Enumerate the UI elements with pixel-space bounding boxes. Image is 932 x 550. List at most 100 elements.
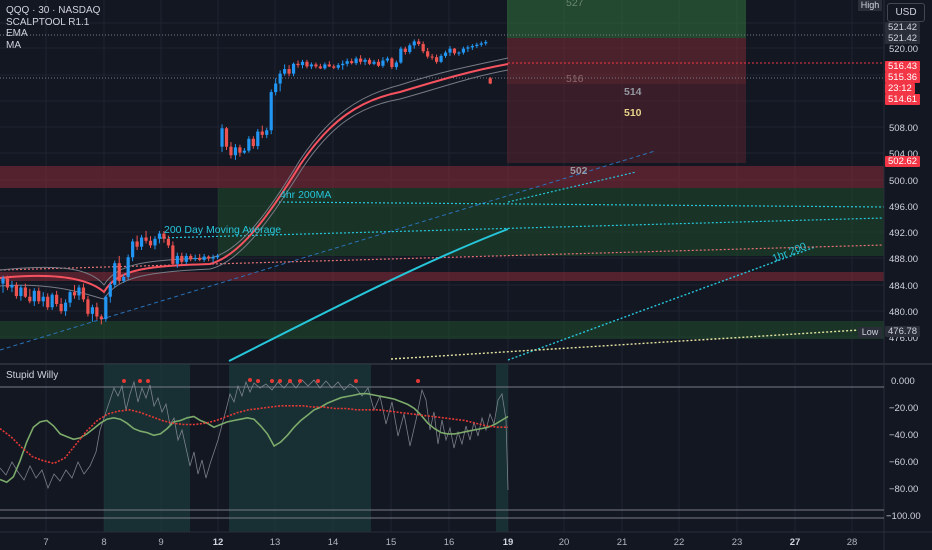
x-tick: 13 <box>270 537 281 548</box>
x-tick: 15 <box>386 537 397 548</box>
y-tick: 480.00 <box>889 307 918 318</box>
y-tick: 508.00 <box>889 123 918 134</box>
candle-body <box>332 66 336 68</box>
osc-signal-red <box>0 405 508 465</box>
symbol-title[interactable]: QQQ · 30 · NASDAQ <box>6 5 101 16</box>
y-tick: 520.00 <box>889 44 918 55</box>
oscillator-title[interactable]: Stupid Willy <box>6 370 59 381</box>
candle-body <box>81 287 86 300</box>
candle-body <box>399 48 403 63</box>
ema-line <box>0 63 509 294</box>
candle-body <box>354 58 358 64</box>
candle-body <box>274 83 278 93</box>
candle-body <box>37 290 41 302</box>
price-tag: 476.78 <box>885 326 921 337</box>
x-tick: 23 <box>732 537 743 548</box>
candle-body <box>166 238 170 246</box>
x-tick: 8 <box>101 537 106 548</box>
price-tag: 516.43 <box>885 61 921 72</box>
indicator-ema[interactable]: EMA <box>6 28 28 39</box>
candle-body <box>452 48 457 54</box>
candle-body <box>336 65 340 68</box>
candle-body <box>269 92 273 131</box>
candle-body <box>131 241 135 258</box>
y-tick: 496.00 <box>889 202 918 213</box>
x-tick: 19 <box>503 537 514 548</box>
candle-body <box>488 78 492 84</box>
candle-body <box>19 287 23 297</box>
candle-body <box>426 51 430 57</box>
candle-body <box>59 303 63 312</box>
candle-body <box>381 60 385 66</box>
x-tick: 21 <box>617 537 628 548</box>
candle-body <box>28 296 32 302</box>
countdown-tag: 23:12 <box>885 83 915 94</box>
candle-body <box>448 48 452 53</box>
candle-body <box>265 130 269 135</box>
candle-body <box>372 61 376 64</box>
trendline-dotted-6 <box>507 171 637 203</box>
candle-body <box>63 302 68 312</box>
candle-body <box>99 316 103 320</box>
currency-button[interactable]: USD <box>887 3 925 22</box>
osc-y-tick: −20.00 <box>889 403 918 414</box>
candle-body <box>104 296 108 320</box>
candle-body <box>117 263 121 281</box>
candle-body <box>403 48 407 52</box>
candle-body <box>376 61 381 66</box>
osc-top-dots <box>122 378 420 383</box>
candle-body <box>215 255 220 258</box>
osc-zone-1 <box>104 364 190 532</box>
candle-body <box>251 138 255 147</box>
osc-y-tick: −60.00 <box>889 457 918 468</box>
candle-body <box>122 276 126 281</box>
candle-body <box>327 64 331 67</box>
candle-body <box>314 64 318 67</box>
candle-body <box>148 240 153 246</box>
high-label: High <box>858 0 882 11</box>
candle-body <box>341 63 345 66</box>
y-tick: 484.00 <box>889 281 918 292</box>
candle-body <box>108 284 112 297</box>
osc-zone-2 <box>229 364 371 532</box>
osc-signal-green <box>0 392 509 484</box>
candles <box>1 38 492 325</box>
candle-body <box>233 147 238 156</box>
candle-body <box>466 47 470 49</box>
zone-502-red <box>0 166 884 188</box>
y-tick: 492.00 <box>889 228 918 239</box>
zone-516-red <box>507 38 746 84</box>
candle-body <box>180 255 184 262</box>
indicator-ma[interactable]: MA <box>6 39 21 51</box>
candle-body <box>287 69 291 74</box>
osc-y-tick: −100.00 <box>886 511 921 522</box>
candle-body <box>470 46 474 48</box>
candle-body <box>189 255 193 260</box>
candle-body <box>175 255 179 264</box>
candle-body <box>207 256 211 259</box>
x-tick: 7 <box>43 537 48 548</box>
candle-body <box>421 44 425 52</box>
candle-body <box>10 284 14 288</box>
candle-body <box>484 42 488 44</box>
candle-body <box>77 287 81 296</box>
low-label: Low <box>858 327 882 338</box>
price-tag: 514.61 <box>885 94 921 105</box>
candle-body <box>283 69 287 74</box>
candle-body <box>229 146 233 156</box>
candle-body <box>193 257 197 260</box>
indicator-scalptool[interactable]: SCALPTOOL R1.1 <box>6 16 90 28</box>
x-tick: 12 <box>213 537 224 548</box>
annotation-200-day-ma: 200 Day Moving Average <box>164 224 281 236</box>
trendline-dotted-1 <box>507 246 816 361</box>
candle-body <box>238 147 242 153</box>
candle-body <box>46 296 50 308</box>
candle-body <box>86 299 90 314</box>
candle-body <box>242 150 246 153</box>
price-tag: 502.62 <box>885 156 921 167</box>
x-tick: 14 <box>328 537 339 548</box>
zone-486-red <box>0 272 884 281</box>
ema-group <box>0 57 509 300</box>
price-tag: 521.42 <box>885 33 921 44</box>
